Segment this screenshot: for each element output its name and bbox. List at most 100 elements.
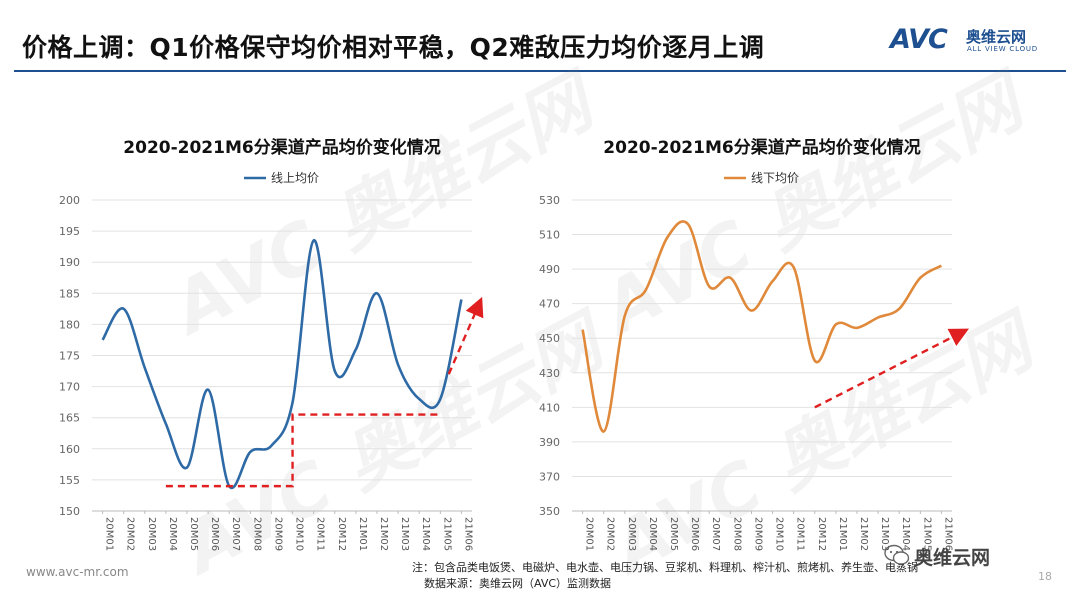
c0-data-point <box>290 400 294 404</box>
c1-data-point <box>580 327 584 331</box>
c1-data-point <box>855 326 859 330</box>
page-number: 18 <box>1038 570 1052 583</box>
footer-source: 数据来源：奥维云网（AVC）监测数据 <box>424 577 612 590</box>
c0-legend-label: 线上均价 <box>271 171 319 185</box>
c0-ytick-label: 170 <box>59 381 80 394</box>
c0-data-point <box>417 397 421 401</box>
c0-xtick-label: 20M05 <box>188 517 199 551</box>
c1-xtick-label: 20M02 <box>605 517 616 551</box>
header-divider <box>14 70 1066 72</box>
c0-xtick-label: 20M07 <box>230 517 241 551</box>
c1-ytick-label: 390 <box>539 436 560 449</box>
c1-xtick-label: 20M11 <box>795 517 806 551</box>
c1-ytick-label: 430 <box>539 367 560 380</box>
c1-data-point <box>939 263 943 267</box>
c1-xtick-label: 21M02 <box>858 517 869 551</box>
c0-ytick-label: 180 <box>59 318 80 331</box>
c1-data-point <box>876 315 880 319</box>
c1-ytick-label: 510 <box>539 229 560 242</box>
c1-xtick-label: 20M07 <box>710 517 721 551</box>
c1-ytick-label: 410 <box>539 401 560 414</box>
c1-data-point <box>791 265 795 269</box>
c1-trend-arrow <box>814 328 969 409</box>
wechat-icon <box>884 544 910 565</box>
c0-data-point <box>375 291 379 295</box>
c1-xtick-label: 20M03 <box>626 517 637 551</box>
c0-data-point <box>459 297 463 301</box>
c0-xtick-label: 20M10 <box>294 517 305 551</box>
c1-xtick-label: 20M01 <box>584 517 595 551</box>
c0-ytick-label: 190 <box>59 256 80 269</box>
c0-data-point <box>438 397 442 401</box>
c1-title: 2020-2021M6分渠道产品均价变化情况 <box>603 137 920 158</box>
c0-xtick-label: 21M06 <box>462 517 473 551</box>
c1-series-line <box>581 220 943 433</box>
c0-xtick-label: 21M03 <box>399 517 410 551</box>
c1-ytick-label: 450 <box>539 332 560 345</box>
logo-text: AVC <box>890 24 948 55</box>
c0-xtick-label: 21M05 <box>441 517 452 551</box>
c1-xtick-label: 20M10 <box>774 517 785 551</box>
c0-xtick-label: 20M11 <box>315 517 326 551</box>
c1-xtick-label: 20M05 <box>668 517 679 551</box>
c1-xtick-label: 21M04 <box>900 517 911 551</box>
c1-data-point <box>749 308 753 312</box>
wechat-brand: 奥维云网 <box>914 547 991 569</box>
c0-data-point <box>185 465 189 469</box>
c0-ytick-label: 175 <box>59 350 80 363</box>
c1-xtick-label: 20M08 <box>731 517 742 551</box>
c1-xtick-label: 21M05 <box>921 517 932 551</box>
c1-ytick-label: 370 <box>539 470 560 483</box>
logo-cn: 奥维云网 <box>966 28 1027 46</box>
c0-data-point <box>248 450 252 454</box>
c0-xtick-label: 20M09 <box>272 517 283 551</box>
c1-data-point <box>834 322 838 326</box>
c0-xtick-label: 21M01 <box>357 517 368 551</box>
c1-data-point <box>665 236 669 240</box>
footer-url[interactable]: www.avc-mr.com <box>26 565 129 579</box>
c1-xtick-label: 21M03 <box>879 517 890 551</box>
c1-data-point <box>728 276 732 280</box>
c1-xtick-label: 20M09 <box>752 517 763 551</box>
c0-ytick-label: 165 <box>59 412 80 425</box>
c1-data-point <box>623 314 627 318</box>
page-title: 价格上调：Q1价格保守均价相对平稳，Q2难敌压力均价逐月上调 <box>22 33 765 62</box>
c0-xtick-label: 20M03 <box>146 517 157 551</box>
c0-xtick-label: 20M04 <box>167 517 178 551</box>
c1-xtick-label: 20M06 <box>689 517 700 551</box>
c0-data-point <box>269 443 273 447</box>
c1-data-point <box>918 276 922 280</box>
c0-xtick-label: 21M04 <box>420 517 431 551</box>
c0-ytick-label: 195 <box>59 225 80 238</box>
footer-note: 注：包含品类电饭煲、电磁炉、电水壶、电压力锅、豆浆机、料理机、榨汁机、煎烤机、养… <box>412 561 918 574</box>
c0-data-point <box>206 388 210 392</box>
c1-ytick-label: 490 <box>539 263 560 276</box>
c0-xtick-label: 20M12 <box>336 517 347 551</box>
c0-ytick-label: 160 <box>59 443 80 456</box>
logo-en: ALL VIEW CLOUD <box>967 45 1038 53</box>
c1-xtick-label: 21M01 <box>837 517 848 551</box>
c0-ytick-label: 155 <box>59 474 80 487</box>
c0-xtick-label: 20M01 <box>104 517 115 551</box>
c1-data-point <box>813 358 817 362</box>
c1-xtick-label: 21M06 <box>942 517 953 551</box>
c1-data-point <box>601 429 605 433</box>
c1-data-point <box>686 222 690 226</box>
c1-data-point <box>897 307 901 311</box>
c1-legend-label: 线下均价 <box>751 171 799 185</box>
c0-title: 2020-2021M6分渠道产品均价变化情况 <box>123 137 440 158</box>
c0-data-point <box>164 422 168 426</box>
c0-xtick-label: 20M02 <box>125 517 136 551</box>
c0-ytick-label: 150 <box>59 505 80 518</box>
offline-price-chart: 2020-2021M6分渠道产品均价变化情况 线下均价 350 370 390 410 43… <box>520 120 980 560</box>
c0-data-point <box>311 238 315 242</box>
c1-data-point <box>644 288 648 292</box>
c0-data-point <box>100 338 104 342</box>
c0-data-point <box>143 366 147 370</box>
c0-xtick-label: 20M08 <box>251 517 262 551</box>
c0-xtick-label: 21M02 <box>378 517 389 551</box>
c0-data-point <box>396 363 400 367</box>
c0-trend-arrow <box>447 296 484 375</box>
c0-series-line <box>101 239 463 490</box>
